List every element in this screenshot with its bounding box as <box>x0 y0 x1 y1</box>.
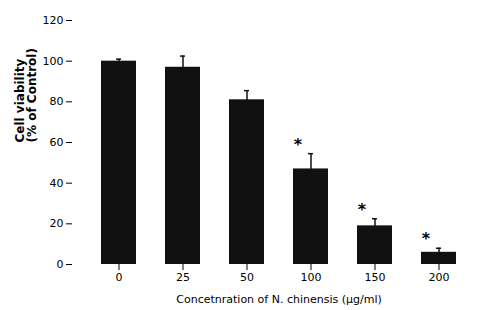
svg-text:*: * <box>422 229 431 248</box>
svg-text:*: * <box>294 135 303 154</box>
svg-text:80: 80 <box>50 95 64 108</box>
svg-text:40: 40 <box>50 177 64 190</box>
svg-text:100: 100 <box>301 271 322 284</box>
svg-text:*: * <box>358 200 367 219</box>
svg-text:60: 60 <box>50 136 64 149</box>
svg-text:Concetnration of N. chinensis: Concetnration of N. chinensis (μg/ml) <box>176 293 381 306</box>
svg-text:50: 50 <box>240 271 254 284</box>
svg-text:25: 25 <box>176 271 190 284</box>
svg-text:20: 20 <box>50 217 64 230</box>
svg-text:200: 200 <box>429 271 450 284</box>
svg-text:120: 120 <box>43 14 64 27</box>
svg-text:150: 150 <box>365 271 386 284</box>
svg-text:0: 0 <box>116 271 123 284</box>
svg-text:100: 100 <box>43 55 64 68</box>
svg-text:0: 0 <box>57 258 64 271</box>
svg-text:Cell viability(% of Control): Cell viability(% of Control) <box>13 48 39 142</box>
